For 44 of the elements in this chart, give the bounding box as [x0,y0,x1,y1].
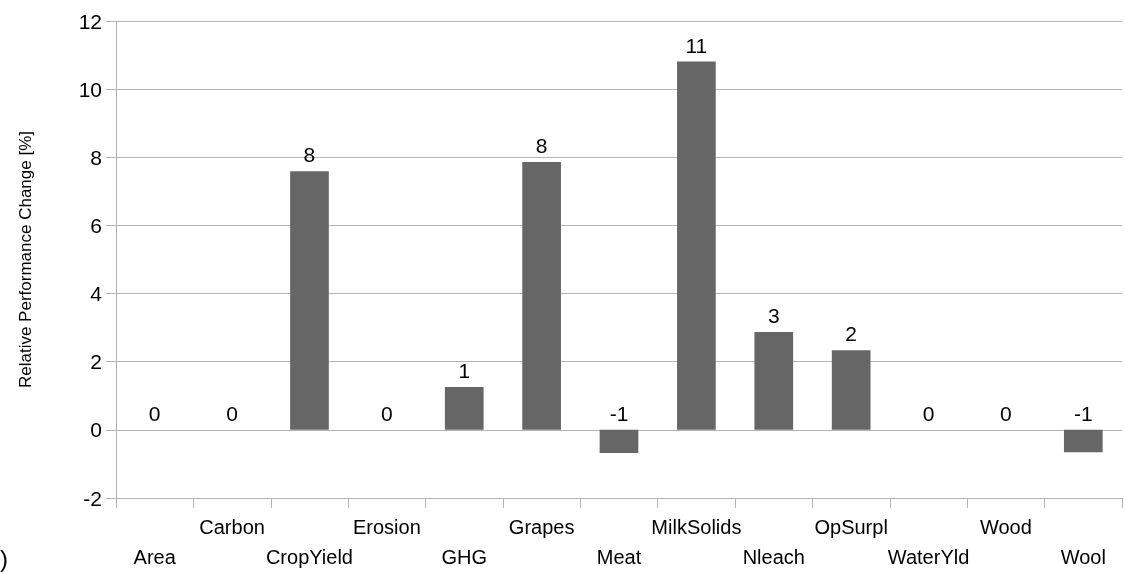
bar [599,429,639,454]
data-label: 8 [303,143,316,167]
bar [754,332,794,430]
data-label: 0 [381,401,393,425]
x-tick-label: Carbon [199,516,265,538]
data-label: 0 [922,401,935,425]
bar [677,61,716,430]
data-label: 2 [845,322,857,346]
x-tick-label: Nleach [742,546,805,568]
x-tick-label: Wool [1060,546,1106,568]
data-label: 11 [685,33,708,57]
data-label: 0 [1000,401,1012,425]
x-tick-label: Wood [979,516,1032,538]
x-tick-label: MilkSolids [651,516,742,538]
x-tick-label: GHG [441,546,488,568]
data-label: 0 [148,401,161,425]
bar [831,350,871,430]
bar [1063,429,1103,453]
y-tick-label: 6 [90,213,102,237]
x-tick-label: Meat [596,546,642,568]
y-tick-label: 0 [90,418,102,442]
y-tick-label: 10 [78,77,102,101]
bar [290,171,329,430]
x-tick-label: OpSurpl [814,516,888,538]
y-tick-label: 8 [90,145,102,169]
data-label: -1 [609,401,629,425]
x-tick-label: Grapes [508,516,575,538]
y-axis-title: Relative Performance Change [%] [16,130,35,389]
text: ) [0,544,8,572]
bar [444,386,484,430]
data-label: 0 [226,401,238,425]
bar [522,162,561,430]
data-label: -1 [1073,401,1093,425]
y-tick-label: 4 [90,282,103,306]
y-tick-label: -2 [83,486,102,510]
x-tick-label: CropYield [265,546,354,568]
data-label: 1 [458,358,471,382]
data-label: 3 [767,304,780,328]
y-tick-label: 12 [78,9,102,33]
data-label: 8 [535,134,548,158]
x-tick-label: Area [133,546,177,568]
y-tick-label: 2 [90,350,102,374]
x-tick-label: Erosion [352,516,421,538]
x-tick-label: WaterYld [887,546,970,568]
